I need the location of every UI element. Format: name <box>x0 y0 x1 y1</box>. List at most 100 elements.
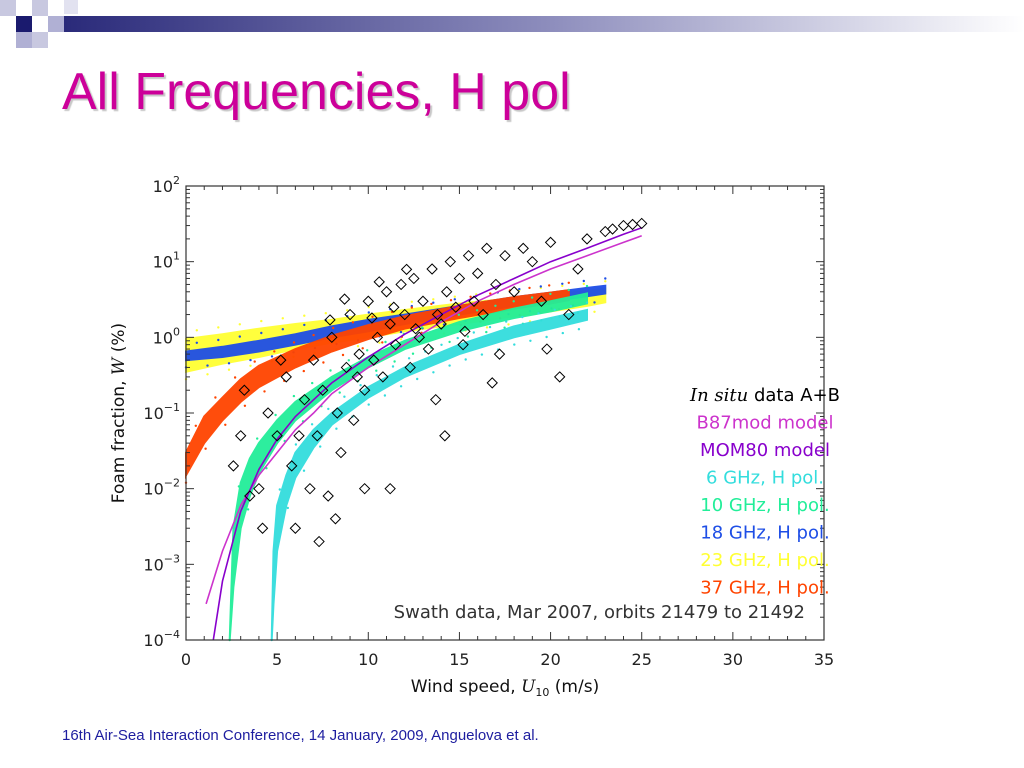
band-speckle <box>383 394 387 397</box>
in-situ-point <box>626 218 639 231</box>
band-speckle <box>338 391 341 394</box>
band-speckle <box>505 320 508 323</box>
in-situ-point <box>426 263 438 275</box>
band-speckle <box>549 292 552 296</box>
in-situ-point <box>389 338 402 351</box>
band-speckle <box>432 298 435 301</box>
band-speckle <box>359 384 362 387</box>
band-speckle <box>238 323 241 326</box>
band-speckle <box>367 311 370 314</box>
band-speckle <box>256 437 259 440</box>
in-situ-point <box>324 314 336 326</box>
band-speckle <box>375 369 378 372</box>
band-speckle <box>545 335 548 339</box>
band-speckle <box>440 343 443 346</box>
band-speckle <box>322 361 325 364</box>
legend-entry: 10 GHz, H pol. <box>700 495 829 516</box>
in-situ-point <box>526 255 539 268</box>
in-situ-point <box>481 242 493 255</box>
band-speckle <box>292 341 296 344</box>
band-speckle <box>260 331 263 335</box>
in-situ-point <box>409 323 422 335</box>
in-situ-point <box>373 276 385 288</box>
legend-entry: 37 GHz, H pol. <box>700 578 829 599</box>
band-speckle <box>312 333 315 337</box>
slide-title: All Frequencies, H pol <box>62 63 571 121</box>
band-speckle <box>472 331 475 334</box>
in-situ-point <box>358 482 371 495</box>
band-speckle <box>457 313 460 316</box>
band-speckle <box>194 424 197 427</box>
y-axis: 102 101 100 10−1 10−2 10−3 10−4 <box>143 174 824 650</box>
in-situ-point <box>329 513 342 525</box>
y-tick-label: 10−1 <box>143 401 180 423</box>
decor-square-dark <box>16 16 32 32</box>
band-speckle <box>375 374 378 377</box>
band-speckle <box>224 423 227 426</box>
band-speckle <box>399 330 403 334</box>
in-situ-point <box>366 312 378 324</box>
band-speckle <box>303 314 306 317</box>
band-speckle <box>585 301 589 304</box>
in-situ-point <box>313 535 325 548</box>
x-tick-label: 20 <box>540 650 560 669</box>
band-speckle <box>217 326 220 329</box>
in-situ-point <box>486 377 498 389</box>
legend-entry: 23 GHz, H pol. <box>700 550 829 571</box>
decor-square-mid <box>48 16 64 32</box>
in-situ-point <box>508 286 520 298</box>
band-speckle <box>512 300 515 303</box>
band-speckle <box>366 349 369 352</box>
band-speckle <box>249 358 252 362</box>
band-speckle <box>488 325 492 329</box>
in-situ-point <box>404 361 416 374</box>
band-series <box>270 308 588 641</box>
band-speckle <box>528 286 531 290</box>
band-speckle <box>327 407 330 411</box>
band-speckle <box>351 321 355 324</box>
band-speckle <box>227 368 231 371</box>
in-situ-point <box>544 236 557 249</box>
band-speckle <box>521 315 524 319</box>
in-situ-point <box>304 482 316 495</box>
band-speckle <box>448 364 451 367</box>
y-tick-label: 100 <box>153 325 180 347</box>
band-speckle <box>567 281 570 284</box>
band-speckle <box>485 330 488 334</box>
plot-area <box>184 217 648 642</box>
band-speckle <box>302 469 306 472</box>
band-speckle <box>319 445 322 448</box>
band-speckle <box>391 365 395 368</box>
decor-square-pale <box>64 0 78 14</box>
in-situ-point <box>439 430 451 442</box>
in-situ-point <box>541 343 553 355</box>
x-tick-label: 25 <box>632 650 652 669</box>
slide-footer: 16th Air-Sea Interaction Conference, 14 … <box>62 727 539 744</box>
in-situ-point <box>399 308 411 321</box>
band-speckle <box>548 284 551 287</box>
band-speckle <box>553 308 556 311</box>
band-speckle <box>270 355 274 358</box>
band-speckle <box>448 340 451 344</box>
band-speckle <box>233 376 237 379</box>
band-speckle <box>489 292 492 295</box>
in-situ-point <box>417 295 429 307</box>
band-speckle <box>453 295 456 298</box>
in-situ-point <box>493 348 506 360</box>
in-situ-point <box>338 293 351 305</box>
band-speckle <box>249 364 252 367</box>
band-speckle <box>407 357 411 360</box>
in-situ-point <box>353 348 365 360</box>
y-tick-label: 101 <box>153 250 180 272</box>
in-situ-point <box>553 371 566 383</box>
in-situ-point <box>606 223 619 235</box>
band-speckle <box>311 381 314 385</box>
in-situ-point <box>377 371 389 383</box>
in-situ-point <box>344 308 356 321</box>
in-situ-point <box>457 338 469 351</box>
x-tick-label: 5 <box>272 650 282 669</box>
band-speckle <box>332 326 335 330</box>
in-situ-point <box>435 318 447 330</box>
y-tick-label: 10−4 <box>143 628 180 650</box>
band-speckle <box>206 373 209 376</box>
